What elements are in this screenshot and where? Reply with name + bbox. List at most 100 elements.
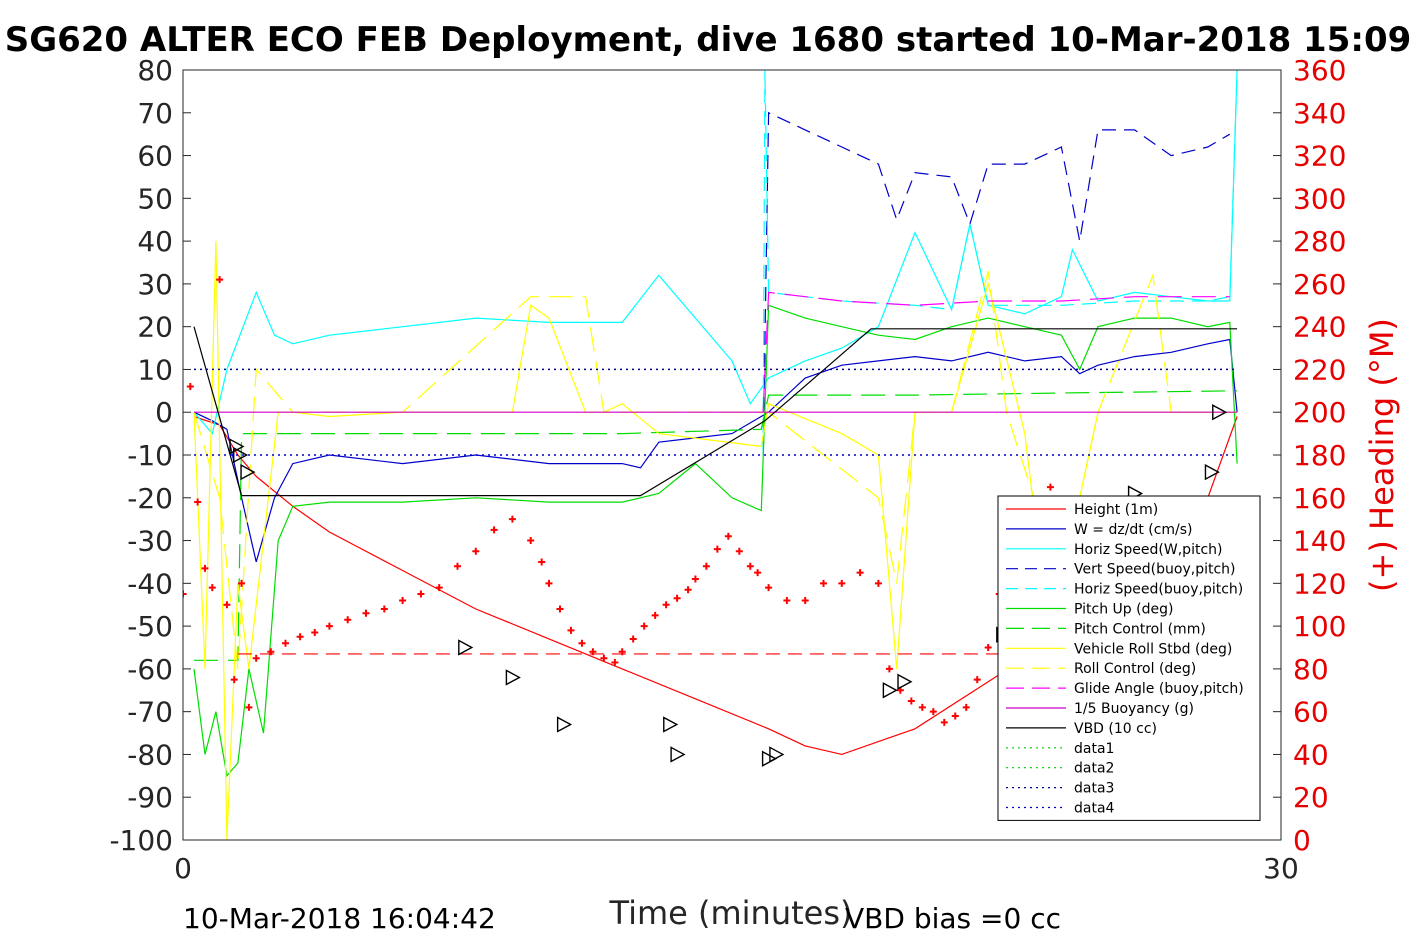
- heading-point: [201, 564, 209, 572]
- heading-point: [194, 498, 202, 506]
- left-tick-label: -100: [109, 824, 173, 857]
- series-line-9: [762, 291, 1230, 413]
- right-tick-label: 0: [1293, 824, 1311, 857]
- series-line-1: [193, 338, 1238, 563]
- heading-point: [267, 648, 275, 656]
- left-tick-label: -60: [127, 653, 173, 686]
- heading-point: [640, 622, 648, 630]
- x-axis-ticks: 0 30: [174, 832, 1299, 885]
- right-tick-label: 20: [1293, 781, 1329, 814]
- heading-point: [545, 579, 553, 587]
- right-tick-label: 180: [1293, 439, 1346, 472]
- heading-point: [538, 558, 546, 566]
- legend: Height (1m) W = dz/dt (cm/s) Horiz Speed(W…: [997, 495, 1261, 821]
- heading-point: [380, 605, 388, 613]
- heading-point: [578, 639, 586, 647]
- legend-entry: Pitch Up (deg): [1074, 602, 1173, 618]
- heading-point: [238, 579, 246, 587]
- legend-entry: Horiz Speed(W,pitch): [1074, 542, 1222, 558]
- heading-point: [618, 648, 626, 656]
- x-tick-label: 30: [1263, 852, 1299, 885]
- heading-point: [673, 594, 681, 602]
- heading-point: [735, 547, 743, 555]
- heading-point: [600, 654, 608, 662]
- heading-point: [724, 532, 732, 540]
- left-tick-label: 80: [137, 54, 173, 87]
- legend-entry: 1/5 Buoyancy (g): [1074, 701, 1194, 717]
- heading-point: [216, 276, 224, 284]
- left-tick-label: 50: [137, 182, 173, 215]
- left-tick-label: -50: [127, 610, 173, 643]
- left-tick-label: 30: [137, 268, 173, 301]
- heading-point: [252, 654, 260, 662]
- heading-point: [344, 616, 352, 624]
- triangle-marker: [240, 463, 256, 481]
- right-tick-label: 200: [1293, 396, 1346, 429]
- series-line-5: [193, 304, 1238, 778]
- triangle-marker: [233, 446, 249, 464]
- left-tick-label: -80: [127, 738, 173, 771]
- heading-point: [527, 537, 535, 545]
- heading-point: [296, 633, 304, 641]
- heading-point: [684, 586, 692, 594]
- right-tick-label: 280: [1293, 225, 1346, 258]
- right-tick-label: 300: [1293, 182, 1346, 215]
- heading-point: [186, 383, 194, 391]
- legend-entry: data1: [1074, 741, 1114, 757]
- heading-point: [490, 526, 498, 534]
- triangle-marker: [897, 673, 913, 690]
- legend-entry: Vehicle Roll Stbd (deg): [1074, 641, 1232, 657]
- series-line-4: [762, 70, 1238, 456]
- chart-title: SG620 ALTER ECO FEB Deployment, dive 168…: [5, 20, 1412, 60]
- triangle-marker: [556, 716, 573, 733]
- heading-point: [765, 584, 773, 592]
- triangle-marker: [505, 669, 521, 686]
- triangle-marker: [882, 682, 898, 699]
- heading-point: [940, 718, 948, 726]
- series-line-2: [193, 70, 1238, 435]
- heading-point: [230, 676, 238, 684]
- heading-point: [973, 676, 981, 684]
- right-tick-label: 160: [1293, 482, 1346, 515]
- right-tick-label: 100: [1293, 610, 1346, 643]
- left-tick-label: 0: [155, 396, 173, 429]
- heading-point: [362, 609, 370, 617]
- triangle-marker: [1212, 404, 1228, 421]
- left-tick-label: -20: [127, 482, 173, 515]
- left-tick-label: 70: [137, 97, 173, 130]
- right-tick-label: 340: [1293, 97, 1346, 130]
- triangle-marker: [670, 746, 686, 763]
- series-line-3: [762, 111, 1231, 456]
- right-tick-label: 120: [1293, 567, 1346, 600]
- heading-point: [454, 562, 461, 570]
- heading-point: [472, 547, 480, 555]
- heading-point: [783, 596, 791, 604]
- right-axis-label: (+) Heading (°M): [1363, 318, 1401, 592]
- heading-point: [713, 545, 721, 553]
- right-tick-label: 80: [1293, 653, 1329, 686]
- heading-point: [907, 697, 915, 705]
- legend-entry: data3: [1074, 781, 1114, 797]
- right-axis-ticks: 3603403203002802602402202001801601401201…: [1273, 54, 1346, 857]
- heading-point: [399, 596, 407, 604]
- left-axis-ticks: 80 70 60 50 40 30 20 10 0 -10 -20 -30 -40 -50 -60 -70 -8…: [109, 54, 191, 857]
- heading-point: [629, 635, 637, 643]
- heading-point: [611, 658, 619, 666]
- heading-point: [662, 601, 670, 609]
- legend-entry: data2: [1074, 761, 1114, 777]
- heading-point: [589, 648, 597, 656]
- legend-entry: Pitch Control (mm): [1074, 621, 1206, 637]
- legend-box: [997, 495, 1261, 821]
- left-tick-label: -10: [127, 439, 173, 472]
- triangle-marker: [458, 639, 474, 656]
- right-tick-label: 240: [1293, 311, 1346, 344]
- heading-point: [984, 644, 992, 651]
- series-layer: [193, 70, 1238, 840]
- x-axis-label: Time (minutes): [609, 894, 853, 932]
- heading-point: [417, 590, 425, 598]
- heading-point: [754, 569, 762, 577]
- left-tick-label: 20: [137, 311, 173, 344]
- legend-entry: VBD (10 cc): [1074, 721, 1157, 737]
- footer-timestamp: 10-Mar-2018 16:04:42: [183, 902, 496, 935]
